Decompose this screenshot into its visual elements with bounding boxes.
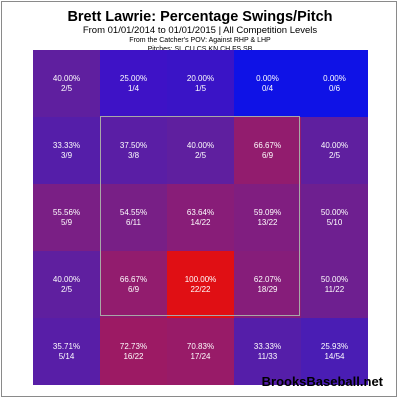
heatmap-cell: 66.67% 6/9 [234,117,301,184]
cell-percentage: 50.00% [320,275,349,284]
cell-count: 5/9 [60,218,73,227]
cell-percentage: 40.00% [52,74,81,83]
heatmap-cell: 54.55% 6/11 [100,184,167,251]
heatmap-cell: 55.56% 5/9 [33,184,100,251]
cell-percentage: 25.00% [119,74,148,83]
cell-count: 14/22 [190,218,211,227]
heatmap-cell: 72.73% 16/22 [100,318,167,385]
heatmap-cell: 63.64% 14/22 [167,184,234,251]
cell-percentage: 0.00% [256,74,279,83]
brand-watermark: BrooksBaseball.net [261,374,383,389]
cell-percentage: 40.00% [186,141,215,150]
cell-count: 0/6 [328,84,341,93]
cell-percentage: 20.00% [186,74,215,83]
cell-count: 18/29 [257,285,278,294]
heatmap-cell: 50.00% 11/22 [301,251,368,318]
cell-count: 6/11 [126,218,141,227]
chart-title: Brett Lawrie: Percentage Swings/Pitch [67,9,333,25]
cell-percentage: 50.00% [320,208,349,217]
cell-count: 1/5 [194,84,207,93]
cell-percentage: 66.67% [253,141,282,150]
cell-percentage: 59.09% [253,208,282,217]
cell-percentage: 33.33% [253,342,282,351]
cell-count: 13/22 [257,218,278,227]
cell-count: 11/33 [257,352,278,361]
cell-percentage: 33.33% [52,141,81,150]
catcher-pov-note: From the Catcher's POV: Against RHP & LH… [129,37,271,44]
cell-percentage: 40.00% [320,141,349,150]
heatmap-cell: 100.00% 22/22 [167,251,234,318]
heatmap-cell: 25.93% 14/54 [301,318,368,385]
cell-count: 2/5 [60,285,73,294]
cell-percentage: 25.93% [320,342,349,351]
cell-count: 2/5 [60,84,73,93]
pitch-types-note: Pitches: SL CU CS KN CH FS SB [0,46,400,53]
cell-percentage: 37.50% [119,141,148,150]
cell-percentage: 0.00% [323,74,346,83]
cell-percentage: 35.71% [52,342,81,351]
cell-count: 22/22 [190,285,211,294]
cell-count: 3/9 [60,151,73,160]
heatmap-cell: 0.00% 0/4 [234,50,301,117]
cell-count: 17/24 [190,352,211,361]
cell-count: 1/4 [127,84,140,93]
cell-percentage: 54.55% [119,208,148,217]
cell-percentage: 40.00% [52,275,81,284]
heatmap-cell: 62.07% 18/29 [234,251,301,318]
heatmap-cell: 70.83% 17/24 [167,318,234,385]
heatmap-cell: 40.00% 2/5 [301,117,368,184]
heatmap-cell: 35.71% 5/14 [33,318,100,385]
cell-percentage: 63.64% [186,208,215,217]
cell-count: 11/22 [324,285,345,294]
heatmap-cell: 40.00% 2/5 [33,50,100,117]
cell-percentage: 100.00% [184,275,217,284]
heatmap-cell: 59.09% 13/22 [234,184,301,251]
heatmap-cell: 25.00% 1/4 [100,50,167,117]
cell-percentage: 62.07% [253,275,282,284]
heatmap-cell: 20.00% 1/5 [167,50,234,117]
cell-percentage: 66.67% [119,275,148,284]
cell-count: 2/5 [194,151,207,160]
cell-count: 2/5 [328,151,341,160]
heatmap-cell: 0.00% 0/6 [301,50,368,117]
cell-count: 16/22 [123,352,144,361]
heatmap-cell: 40.00% 2/5 [33,251,100,318]
heatmap-cell: 33.33% 3/9 [33,117,100,184]
cell-count: 5/14 [58,352,75,361]
cell-count: 0/4 [261,84,274,93]
cell-percentage: 55.56% [52,208,81,217]
cell-count: 5/10 [326,218,343,227]
cell-count: 14/54 [324,352,345,361]
date-range-subtitle: From 01/01/2014 to 01/01/2015 | All Comp… [82,25,318,36]
heatmap-cell: 66.67% 6/9 [100,251,167,318]
cell-percentage: 72.73% [119,342,148,351]
cell-count: 3/8 [127,151,140,160]
heatmap-cell: 40.00% 2/5 [167,117,234,184]
cell-count: 6/9 [127,285,140,294]
heatmap-cell: 37.50% 3/8 [100,117,167,184]
cell-count: 6/9 [261,151,274,160]
heatmap-cell: 33.33% 11/33 [234,318,301,385]
heatmap-cell: 50.00% 5/10 [301,184,368,251]
cell-percentage: 70.83% [186,342,215,351]
